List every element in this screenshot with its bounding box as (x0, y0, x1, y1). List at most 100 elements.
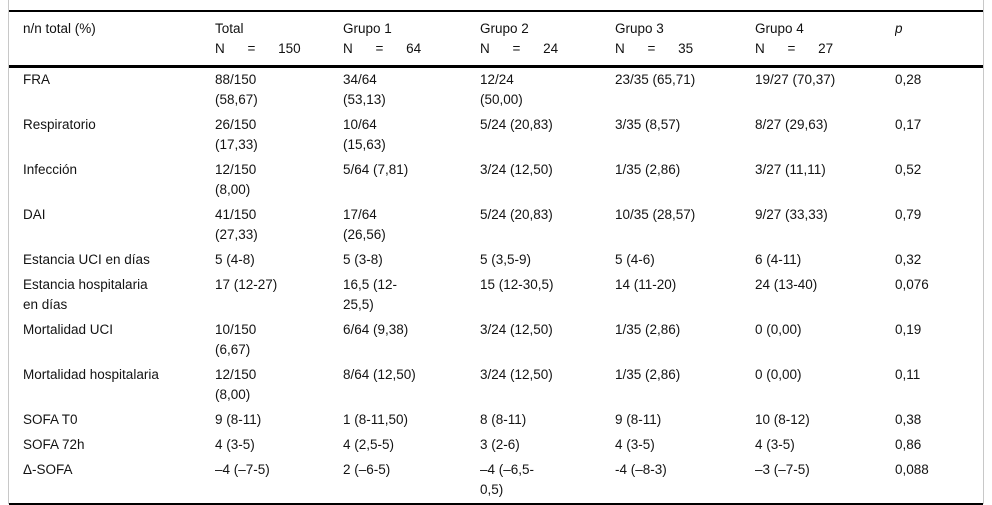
table-cell: 0 (0,00) (755, 322, 802, 337)
table-cell: 15 (12-30,5) (480, 277, 554, 292)
table-cell: 0,17 (895, 117, 922, 132)
table-cell: 23/35 (65,71) (615, 72, 696, 87)
table-cell: 12/150 (8,00) (215, 162, 257, 197)
table-cell: 9 (8-11) (215, 412, 262, 427)
column-header-label: Grupo 1 (343, 21, 392, 36)
column-header-n: N = 150 (215, 41, 301, 56)
column-header: Grupo 3 N = 35 (615, 11, 755, 67)
column-header: Grupo 1 N = 64 (343, 11, 480, 67)
column-header-label: p (895, 21, 903, 36)
table-cell: 4 (2,5-5) (343, 437, 395, 452)
table-cell: 3 (2-6) (480, 437, 520, 452)
table-cell: 6/64 (9,38) (343, 322, 409, 337)
column-header-label: n/n total (%) (23, 21, 96, 36)
table-cell: 0,19 (895, 322, 922, 337)
table-cell: 6 (4-11) (755, 252, 802, 267)
table-cell: 4 (3-5) (755, 437, 795, 452)
table-cell: 12/24 (50,00) (480, 72, 523, 107)
column-header-label: Grupo 3 (615, 21, 664, 36)
table-cell: -4 (–8-3) (615, 462, 667, 477)
row-label: Respiratorio (23, 117, 96, 132)
table-cell: 0,52 (895, 162, 922, 177)
table-cell: 17/64 (26,56) (343, 207, 386, 242)
column-header-label: Grupo 4 (755, 21, 804, 36)
table-cell: 1/35 (2,86) (615, 367, 681, 382)
table-cell: 0,28 (895, 72, 922, 87)
table-cell: 0 (0,00) (755, 367, 802, 382)
table-row: SOFA 72h 4 (3-5) 4 (2,5-5) 3 (2-6) 4 (3-5) 4 … (9, 433, 983, 458)
column-header: Total N = 150 (215, 11, 343, 67)
table-cell: 10/35 (28,57) (615, 207, 696, 222)
table-cell: 8/27 (29,63) (755, 117, 828, 132)
table-cell: 10/150 (6,67) (215, 322, 257, 357)
table-row: SOFA T0 9 (8-11) 1 (8-11,50) 8 (8-11) 9 (8-1… (9, 408, 983, 433)
table-row: Respiratorio 26/150 (17,33) 10/64 (15,63) 5… (9, 113, 983, 158)
table-cell: 16,5 (12- 25,5) (343, 277, 398, 312)
row-label: Estancia UCI en días (23, 252, 150, 267)
table-cell: 14 (11-20) (615, 277, 677, 292)
column-header-label: Total (215, 21, 244, 36)
table-cell: 5/64 (7,81) (343, 162, 409, 177)
table-cell: 3/24 (12,50) (480, 322, 553, 337)
row-label: Infección (23, 162, 78, 177)
table-cell: 19/27 (70,37) (755, 72, 836, 87)
table-cell: 0,38 (895, 412, 922, 427)
table-row: FRA 88/150 (58,67) 34/64 (53,13) 12/24 (50,… (9, 67, 983, 114)
table-cell: 88/150 (58,67) (215, 72, 258, 107)
table-cell: 0,86 (895, 437, 922, 452)
table-cell: 2 (–6-5) (343, 462, 391, 477)
table-cell: 10 (8-12) (755, 412, 810, 427)
table-cell: 0,088 (895, 462, 929, 477)
column-header: Grupo 4 N = 27 (755, 11, 895, 67)
column-header: p (895, 11, 983, 67)
column-header-n: N = 24 (480, 41, 559, 56)
table-row: Estancia hospitalaria en días 17 (12-27) 1… (9, 273, 983, 318)
table-cell: 8 (8-11) (480, 412, 527, 427)
column-header-label: Grupo 2 (480, 21, 529, 36)
table-row: Estancia UCI en días 5 (4-8) 5 (3-8) 5 (3,5… (9, 248, 983, 273)
row-label: Mortalidad hospitalaria (23, 367, 159, 382)
table-cell: 5 (4-8) (215, 252, 255, 267)
table-cell: –4 (–6,5- 0,5) (480, 462, 535, 497)
row-label: Δ-SOFA (23, 462, 73, 477)
row-label: SOFA 72h (23, 437, 85, 452)
column-header: Grupo 2 N = 24 (480, 11, 615, 67)
table-cell: 34/64 (53,13) (343, 72, 386, 107)
table-cell: 24 (13-40) (755, 277, 818, 292)
table-body: FRA 88/150 (58,67) 34/64 (53,13) 12/24 (50,… (9, 67, 983, 504)
column-header-rowname: n/n total (%) (9, 11, 215, 67)
table-cell: 4 (3-5) (215, 437, 255, 452)
table-cell: 1/35 (2,86) (615, 322, 681, 337)
table-cell: –3 (–7-5) (755, 462, 810, 477)
table-cell: 5 (4-6) (615, 252, 655, 267)
table-cell: 9/27 (33,33) (755, 207, 828, 222)
table-cell: 5/24 (20,83) (480, 117, 553, 132)
table-row: Mortalidad UCI 10/150 (6,67) 6/64 (9,38) 3/… (9, 318, 983, 363)
row-label: SOFA T0 (23, 412, 78, 427)
table-row: Mortalidad hospitalaria 12/150 (8,00) 8/64… (9, 363, 983, 408)
column-header-n: N = 64 (343, 41, 422, 56)
table-cell: 10/64 (15,63) (343, 117, 386, 152)
table-cell: 3/27 (11,11) (755, 162, 826, 177)
table-cell: 5 (3,5-9) (480, 252, 532, 267)
table-cell: 0,076 (895, 277, 929, 292)
table-cell: 5 (3-8) (343, 252, 383, 267)
column-header-n: N = 35 (615, 41, 694, 56)
table-cell: 26/150 (17,33) (215, 117, 258, 152)
column-header-n: N = 27 (755, 41, 834, 56)
table-row: Infección 12/150 (8,00) 5/64 (7,81) 3/24 (1… (9, 158, 983, 203)
table-cell: 5/24 (20,83) (480, 207, 553, 222)
table-cell: 12/150 (8,00) (215, 367, 257, 402)
table-cell: 1/35 (2,86) (615, 162, 681, 177)
table-row: DAI 41/150 (27,33) 17/64 (26,56) 5/24 (20,8… (9, 203, 983, 248)
row-label: DAI (23, 207, 46, 222)
table-cell: –4 (–7-5) (215, 462, 270, 477)
row-label: FRA (23, 72, 50, 87)
table-cell: 4 (3-5) (615, 437, 655, 452)
row-label: Estancia hospitalaria en días (23, 277, 148, 312)
table-cell: 3/35 (8,57) (615, 117, 681, 132)
